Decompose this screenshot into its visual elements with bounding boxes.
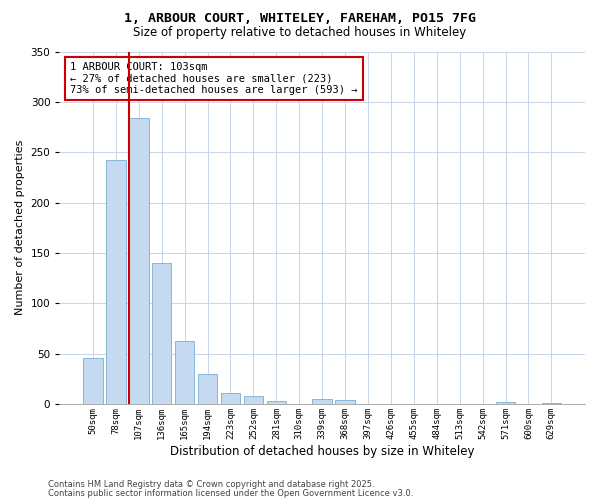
Text: Size of property relative to detached houses in Whiteley: Size of property relative to detached ho… [133, 26, 467, 39]
Text: Contains public sector information licensed under the Open Government Licence v3: Contains public sector information licen… [48, 488, 413, 498]
Bar [244, 396, 263, 404]
Bar [83, 358, 103, 404]
Bar [496, 402, 515, 404]
Text: 1, ARBOUR COURT, WHITELEY, FAREHAM, PO15 7FG: 1, ARBOUR COURT, WHITELEY, FAREHAM, PO15… [124, 12, 476, 26]
Bar [175, 342, 194, 404]
Text: 1 ARBOUR COURT: 103sqm
← 27% of detached houses are smaller (223)
73% of semi-de: 1 ARBOUR COURT: 103sqm ← 27% of detached… [70, 62, 358, 96]
Bar [221, 393, 240, 404]
Bar [152, 263, 172, 404]
Bar [266, 401, 286, 404]
Bar [198, 374, 217, 404]
Bar [106, 160, 125, 404]
Bar [542, 403, 561, 404]
Bar [129, 118, 149, 404]
Y-axis label: Number of detached properties: Number of detached properties [15, 140, 25, 316]
Bar [335, 400, 355, 404]
Text: Contains HM Land Registry data © Crown copyright and database right 2025.: Contains HM Land Registry data © Crown c… [48, 480, 374, 489]
X-axis label: Distribution of detached houses by size in Whiteley: Distribution of detached houses by size … [170, 444, 475, 458]
Bar [313, 399, 332, 404]
